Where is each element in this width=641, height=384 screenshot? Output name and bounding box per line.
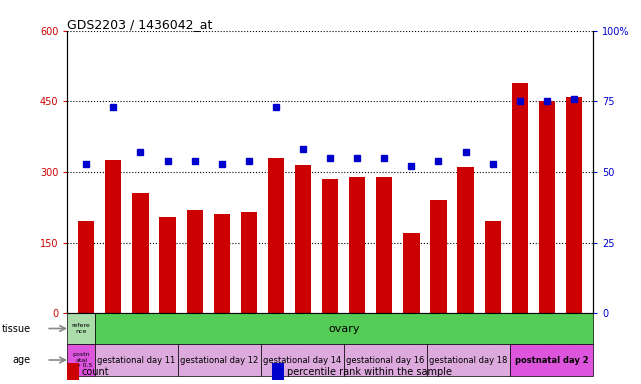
- Text: postnatal day 2: postnatal day 2: [515, 356, 588, 364]
- Text: gestational day 18: gestational day 18: [429, 356, 508, 364]
- Text: GDS2203 / 1436042_at: GDS2203 / 1436042_at: [67, 18, 213, 31]
- Bar: [322, 179, 338, 313]
- Bar: [268, 158, 284, 313]
- Bar: [213, 214, 230, 313]
- Text: refere
nce: refere nce: [72, 323, 90, 334]
- Bar: [430, 200, 447, 313]
- Bar: [78, 222, 94, 313]
- Text: ovary: ovary: [328, 323, 360, 333]
- Bar: [510, 344, 593, 376]
- Text: gestational day 16: gestational day 16: [346, 356, 424, 364]
- Text: gestational day 14: gestational day 14: [263, 356, 342, 364]
- Bar: [349, 177, 365, 313]
- Bar: [160, 217, 176, 313]
- Bar: [427, 344, 510, 376]
- Bar: [178, 344, 261, 376]
- Bar: [512, 83, 528, 313]
- Bar: [132, 193, 149, 313]
- Bar: [95, 344, 178, 376]
- Bar: [485, 222, 501, 313]
- Bar: [261, 344, 344, 376]
- Bar: [458, 167, 474, 313]
- Bar: [344, 344, 427, 376]
- Text: tissue: tissue: [1, 323, 31, 333]
- Text: percentile rank within the sample: percentile rank within the sample: [287, 367, 451, 377]
- Text: count: count: [81, 367, 109, 377]
- Bar: [67, 313, 95, 344]
- Bar: [538, 101, 555, 313]
- Bar: [67, 344, 95, 376]
- Bar: [295, 165, 311, 313]
- Bar: [376, 177, 392, 313]
- Bar: [187, 210, 203, 313]
- Text: postn
atal
day 0.5: postn atal day 0.5: [69, 352, 93, 368]
- Text: age: age: [12, 355, 31, 365]
- Bar: [403, 233, 419, 313]
- Bar: [105, 160, 122, 313]
- Text: gestational day 12: gestational day 12: [180, 356, 258, 364]
- Text: gestational day 11: gestational day 11: [97, 356, 176, 364]
- Bar: [241, 212, 257, 313]
- Bar: [566, 97, 582, 313]
